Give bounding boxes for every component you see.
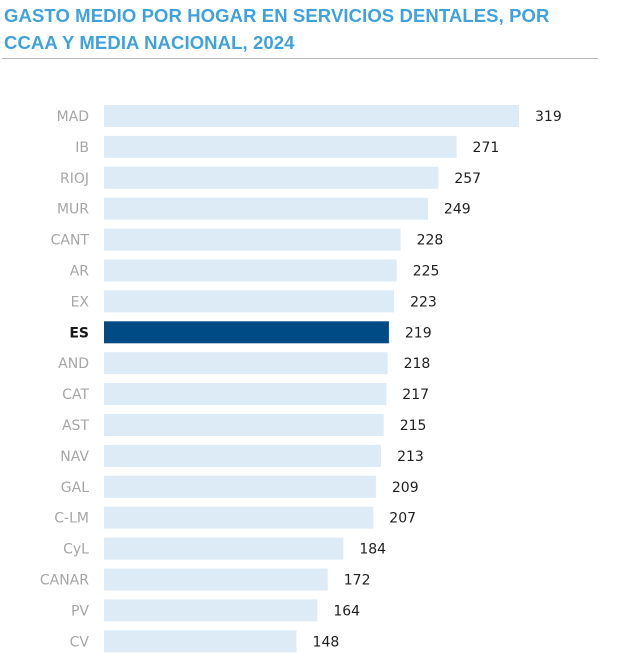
category-label-ex: EX [71,294,90,310]
category-label-gal: GAL [61,480,89,496]
bar-and [104,352,388,375]
bar-pv [104,599,318,622]
category-label-pv: PV [71,603,89,619]
value-label-pv: 164 [333,603,360,619]
bar-gal [104,475,376,498]
value-label-ast: 215 [400,418,427,434]
category-label-cant: CANT [51,233,90,249]
category-label-cv: CV [70,634,90,650]
value-label-cant: 228 [417,233,444,249]
bar-mur [104,197,428,220]
category-label-ast: AST [62,418,89,434]
bar-cant [104,228,401,251]
value-label-canar: 172 [344,573,371,589]
bar-mad [104,105,519,127]
value-label-cat: 217 [402,387,429,403]
title-divider [2,58,598,59]
category-label-rioj: RIOJ [60,171,89,187]
bar-nav [104,444,382,467]
bar-cv [104,630,297,653]
category-label-and: AND [58,356,89,372]
bar-ar [104,259,397,282]
value-label-ex: 223 [410,294,437,310]
category-label-nav: NAV [60,449,89,465]
bar-c-lm [104,506,374,529]
value-label-c-lm: 207 [389,511,416,527]
value-label-gal: 209 [392,480,419,496]
category-label-ib: IB [75,140,89,156]
category-label-ar: AR [70,264,90,280]
bar-es [104,321,389,344]
chart-title: GASTO MEDIO POR HOGAR EN SERVICIOS DENTA… [4,5,550,53]
value-label-mad: 319 [535,109,562,125]
bar-cyl [104,537,344,560]
value-label-nav: 213 [397,449,424,465]
value-label-ib: 271 [473,140,500,156]
category-label-mur: MUR [57,202,89,218]
category-label-mad: MAD [57,109,89,125]
bar-ex [104,290,395,313]
category-label-c-lm: C-LM [54,511,89,527]
category-label-cyl: CyL [63,542,89,558]
value-label-es: 219 [405,325,432,341]
bar-ast [104,414,384,436]
value-label-cyl: 184 [359,542,386,558]
bar-rioj [104,166,439,189]
bar-ib [104,135,457,158]
category-label-cat: CAT [62,387,89,403]
bar-cat [104,383,387,406]
category-label-canar: CANAR [40,573,89,589]
value-label-mur: 249 [444,202,471,218]
value-label-rioj: 257 [454,171,481,187]
value-label-cv: 148 [313,634,340,650]
category-label-es: ES [69,325,89,341]
bar-canar [104,568,328,591]
value-label-ar: 225 [413,264,440,280]
value-label-and: 218 [404,356,431,372]
